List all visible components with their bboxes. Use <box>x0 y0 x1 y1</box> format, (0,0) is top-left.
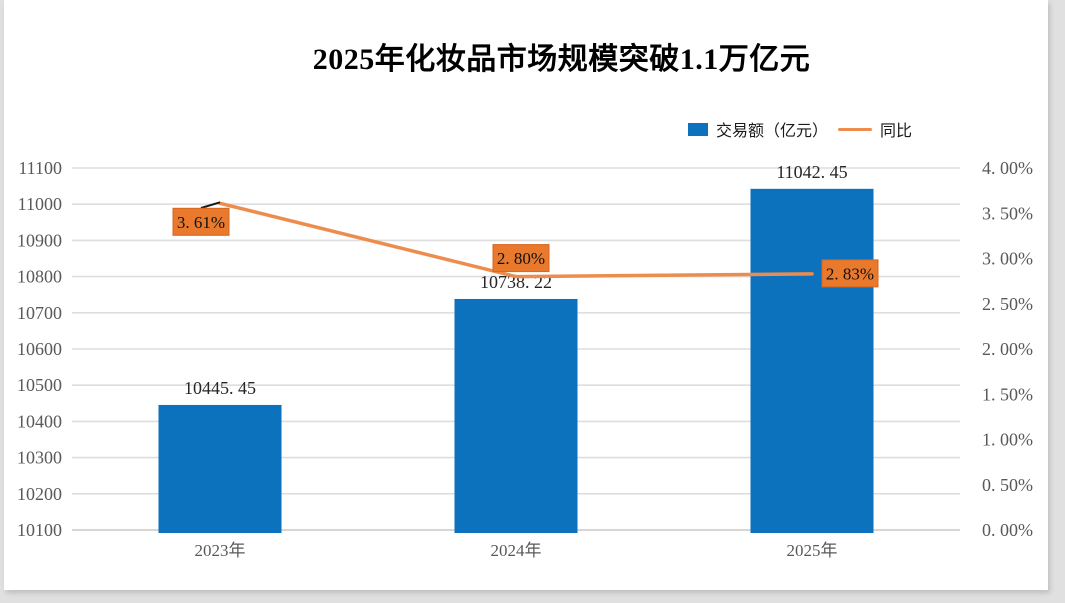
left-axis-tick: 10900 <box>17 230 62 250</box>
left-axis-tick: 10400 <box>17 411 62 431</box>
legend-line-label: 同比 <box>880 123 913 140</box>
right-axis-tick: 0. 50% <box>982 475 1033 495</box>
right-axis-tick: 1. 00% <box>982 430 1033 450</box>
left-axis-tick: 10700 <box>17 303 62 323</box>
point-label-box <box>492 244 550 273</box>
right-axis-tick: 3. 50% <box>982 203 1033 223</box>
bar-2025年 <box>750 188 874 533</box>
right-axis-tick: 0. 00% <box>982 520 1033 540</box>
left-axis-tick: 10800 <box>17 267 62 287</box>
left-axis-tick: 10600 <box>17 339 62 359</box>
right-axis-tick: 3. 00% <box>982 249 1033 269</box>
right-axis-tick: 1. 50% <box>982 384 1033 404</box>
legend-line-swatch-icon <box>838 127 873 131</box>
label-leader-line <box>200 201 221 209</box>
trend-line <box>218 201 814 279</box>
right-axis-tick: 4. 00% <box>982 158 1033 178</box>
left-axis-tick: 11100 <box>18 158 62 178</box>
bar-2024年 <box>454 298 578 533</box>
left-axis-tick: 10300 <box>17 448 62 468</box>
left-axis-tick: 10100 <box>17 520 62 540</box>
left-axis-tick: 10500 <box>17 375 62 395</box>
bar-value-label: 10445. 45 <box>184 378 256 398</box>
x-axis-label: 2023年 <box>195 541 246 560</box>
chart-legend: 交易额（亿元） 同比 <box>688 117 912 141</box>
point-label-box <box>821 259 879 288</box>
left-axis-tick: 10200 <box>17 484 62 504</box>
point-label-box <box>172 207 230 236</box>
point-label: 2. 80% <box>497 249 545 268</box>
bar-2023年 <box>158 404 282 533</box>
legend-bar-label: 交易额（亿元） <box>716 123 829 140</box>
right-axis-tick: 2. 50% <box>982 294 1033 314</box>
right-axis-tick: 2. 00% <box>982 339 1033 359</box>
x-axis-label: 2025年 <box>787 541 838 560</box>
point-label: 3. 61% <box>177 213 225 232</box>
left-axis-tick: 11000 <box>18 194 62 214</box>
chart-title: 2025年化妆品市场规模突破1.1万亿元 <box>312 43 811 76</box>
point-label: 2. 83% <box>826 264 874 283</box>
legend-bar-swatch-icon <box>688 122 708 136</box>
x-axis-label: 2024年 <box>491 541 542 560</box>
bar-value-label: 11042. 45 <box>776 162 847 182</box>
